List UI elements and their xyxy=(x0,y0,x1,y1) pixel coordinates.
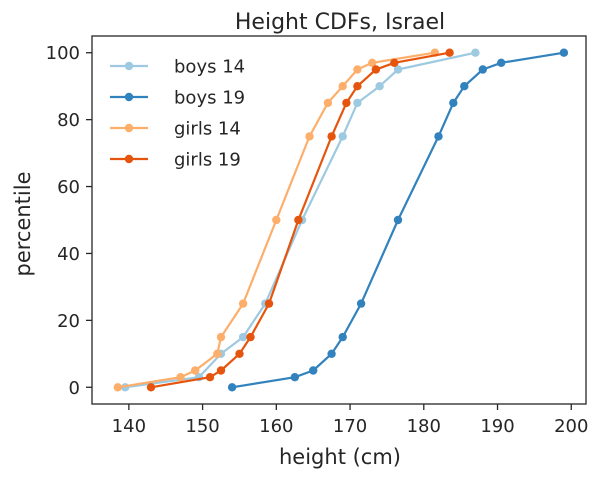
y-tick-label-4: 80 xyxy=(57,110,80,131)
data-point-0-7 xyxy=(353,98,362,108)
data-point-0-6 xyxy=(338,132,347,141)
data-point-3-1 xyxy=(205,373,215,382)
data-point-1-3 xyxy=(327,349,336,358)
data-point-2-2 xyxy=(191,366,200,375)
data-point-2-9 xyxy=(338,82,347,91)
data-point-2-7 xyxy=(305,132,314,141)
x-tick-label-5: 190 xyxy=(480,416,514,437)
y-tick-label-1: 20 xyxy=(57,311,80,332)
data-point-3-4 xyxy=(246,332,255,342)
x-tick-label-2: 160 xyxy=(259,416,293,437)
data-point-1-9 xyxy=(460,82,469,91)
plot-frame xyxy=(91,35,587,405)
data-point-0-8 xyxy=(375,82,384,91)
data-point-1-8 xyxy=(449,98,458,108)
x-tick-label-4: 180 xyxy=(407,416,441,437)
data-point-1-10 xyxy=(478,65,487,74)
data-point-3-5 xyxy=(264,299,274,308)
series-1 xyxy=(227,48,569,392)
data-point-1-12 xyxy=(559,48,569,57)
y-tick-label-5: 100 xyxy=(46,43,80,64)
y-axis-label: percentile xyxy=(11,171,35,276)
data-point-1-1 xyxy=(290,373,299,382)
legend-label-0: boys 14 xyxy=(174,57,245,78)
legend-label-1: boys 19 xyxy=(174,88,245,109)
data-point-1-6 xyxy=(393,215,403,225)
data-point-3-2 xyxy=(216,366,226,375)
plot-area: 140 150 160 170 180 190 200 0 20 40 60 80 100 boys 14… xyxy=(46,35,588,437)
data-point-1-2 xyxy=(309,366,318,375)
x-tick-label-0: 140 xyxy=(112,416,146,437)
y-tick-label-3: 60 xyxy=(57,177,80,198)
x-tick-label-6: 200 xyxy=(554,416,588,437)
legend-marker-0 xyxy=(124,61,134,71)
data-point-3-3 xyxy=(235,349,244,358)
data-point-3-7 xyxy=(327,132,336,141)
data-point-0-9 xyxy=(393,65,403,74)
data-point-2-4 xyxy=(216,332,226,342)
data-point-2-10 xyxy=(353,65,362,74)
series-3 xyxy=(146,48,454,392)
data-point-3-6 xyxy=(294,215,303,225)
data-point-2-0 xyxy=(113,383,123,392)
data-point-1-11 xyxy=(497,58,506,67)
data-point-3-9 xyxy=(353,82,362,91)
legend-marker-1 xyxy=(124,92,134,102)
data-point-1-4 xyxy=(338,332,347,342)
legend-label-3: girls 19 xyxy=(174,150,241,171)
x-tick-label-3: 170 xyxy=(333,416,367,437)
data-point-3-11 xyxy=(390,58,399,67)
data-point-2-5 xyxy=(238,299,248,308)
data-point-2-6 xyxy=(272,215,281,225)
x-tick-label-1: 150 xyxy=(185,416,219,437)
data-point-3-0 xyxy=(146,383,156,392)
data-point-2-11 xyxy=(368,58,377,67)
y-tick-label-2: 40 xyxy=(57,244,80,265)
data-point-3-12 xyxy=(445,48,454,57)
data-point-0-10 xyxy=(471,48,480,57)
data-point-1-5 xyxy=(356,299,366,308)
x-axis-label: height (cm) xyxy=(279,445,401,469)
data-point-3-10 xyxy=(371,65,381,74)
data-point-2-8 xyxy=(323,98,333,108)
chart-title: Height CDFs, Israel xyxy=(235,10,445,35)
data-point-1-7 xyxy=(434,132,443,141)
y-tick-label-0: 0 xyxy=(69,378,80,399)
data-point-1-0 xyxy=(227,383,237,392)
legend-marker-2 xyxy=(124,123,134,133)
data-point-0-3 xyxy=(238,332,248,342)
legend-marker-3 xyxy=(124,154,134,164)
data-point-2-3 xyxy=(213,349,222,358)
data-point-2-1 xyxy=(176,373,185,382)
legend-label-2: girls 14 xyxy=(174,119,241,140)
data-point-3-8 xyxy=(342,98,351,108)
legend: boys 14 boys 19 girls 14 girls 19 xyxy=(110,57,245,171)
series-2 xyxy=(113,48,440,392)
